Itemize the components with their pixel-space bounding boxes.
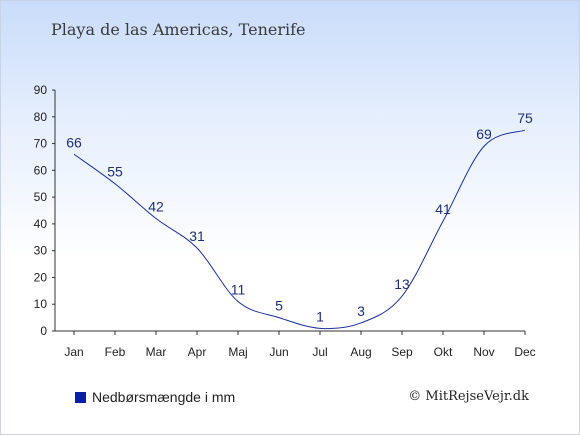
data-label: 13 bbox=[394, 276, 410, 292]
data-label: 66 bbox=[66, 134, 82, 150]
x-tick-label: Jan bbox=[64, 345, 83, 359]
x-tick-label: Aug bbox=[350, 345, 371, 359]
data-label: 69 bbox=[476, 126, 492, 142]
data-label: 75 bbox=[517, 110, 533, 126]
x-tick-label: Feb bbox=[105, 345, 126, 359]
data-label: 5 bbox=[275, 298, 283, 314]
y-tick-label: 60 bbox=[34, 163, 48, 177]
y-tick-label: 30 bbox=[34, 244, 48, 258]
x-tick-label: Nov bbox=[473, 345, 494, 359]
y-tick-label: 70 bbox=[34, 137, 48, 151]
data-label: 41 bbox=[435, 201, 451, 217]
data-label: 3 bbox=[357, 303, 365, 319]
data-label: 11 bbox=[231, 282, 246, 298]
y-tick-label: 10 bbox=[34, 297, 48, 311]
x-ticks: Jan Feb Mar Apr Maj Jun Jul Aug Sep Okt Nov Dec bbox=[64, 331, 536, 359]
x-tick-label: Okt bbox=[434, 345, 453, 359]
x-tick-label: Maj bbox=[228, 345, 247, 359]
x-tick-label: Apr bbox=[188, 345, 207, 359]
x-tick-label: Mar bbox=[146, 345, 167, 359]
data-label: 42 bbox=[148, 199, 164, 215]
chart-title: Playa de las Americas, Tenerife bbox=[51, 20, 306, 39]
x-tick-label: Jul bbox=[312, 345, 327, 359]
y-tick-label: 20 bbox=[34, 270, 48, 284]
legend: Nedbørsmængde i mm bbox=[75, 389, 235, 405]
data-label: 1 bbox=[316, 308, 324, 324]
axes bbox=[54, 90, 525, 332]
y-tick-label: 90 bbox=[34, 83, 48, 97]
y-tick-label: 0 bbox=[40, 324, 47, 338]
y-tick-label: 40 bbox=[34, 217, 48, 231]
data-label: 31 bbox=[189, 228, 205, 244]
data-label: 55 bbox=[107, 164, 123, 180]
legend-swatch bbox=[75, 391, 86, 403]
legend-label: Nedbørsmængde i mm bbox=[92, 389, 236, 405]
y-tick-label: 50 bbox=[34, 190, 48, 204]
x-tick-label: Sep bbox=[391, 345, 413, 359]
y-tick-label: 80 bbox=[34, 110, 48, 124]
x-tick-label: Jun bbox=[269, 345, 288, 359]
x-tick-label: Dec bbox=[514, 345, 535, 359]
copyright: © MitRejseVejr.dk bbox=[408, 389, 529, 404]
precipitation-line bbox=[73, 129, 526, 330]
y-ticks: 0 10 20 30 40 50 60 70 80 90 bbox=[34, 83, 55, 338]
